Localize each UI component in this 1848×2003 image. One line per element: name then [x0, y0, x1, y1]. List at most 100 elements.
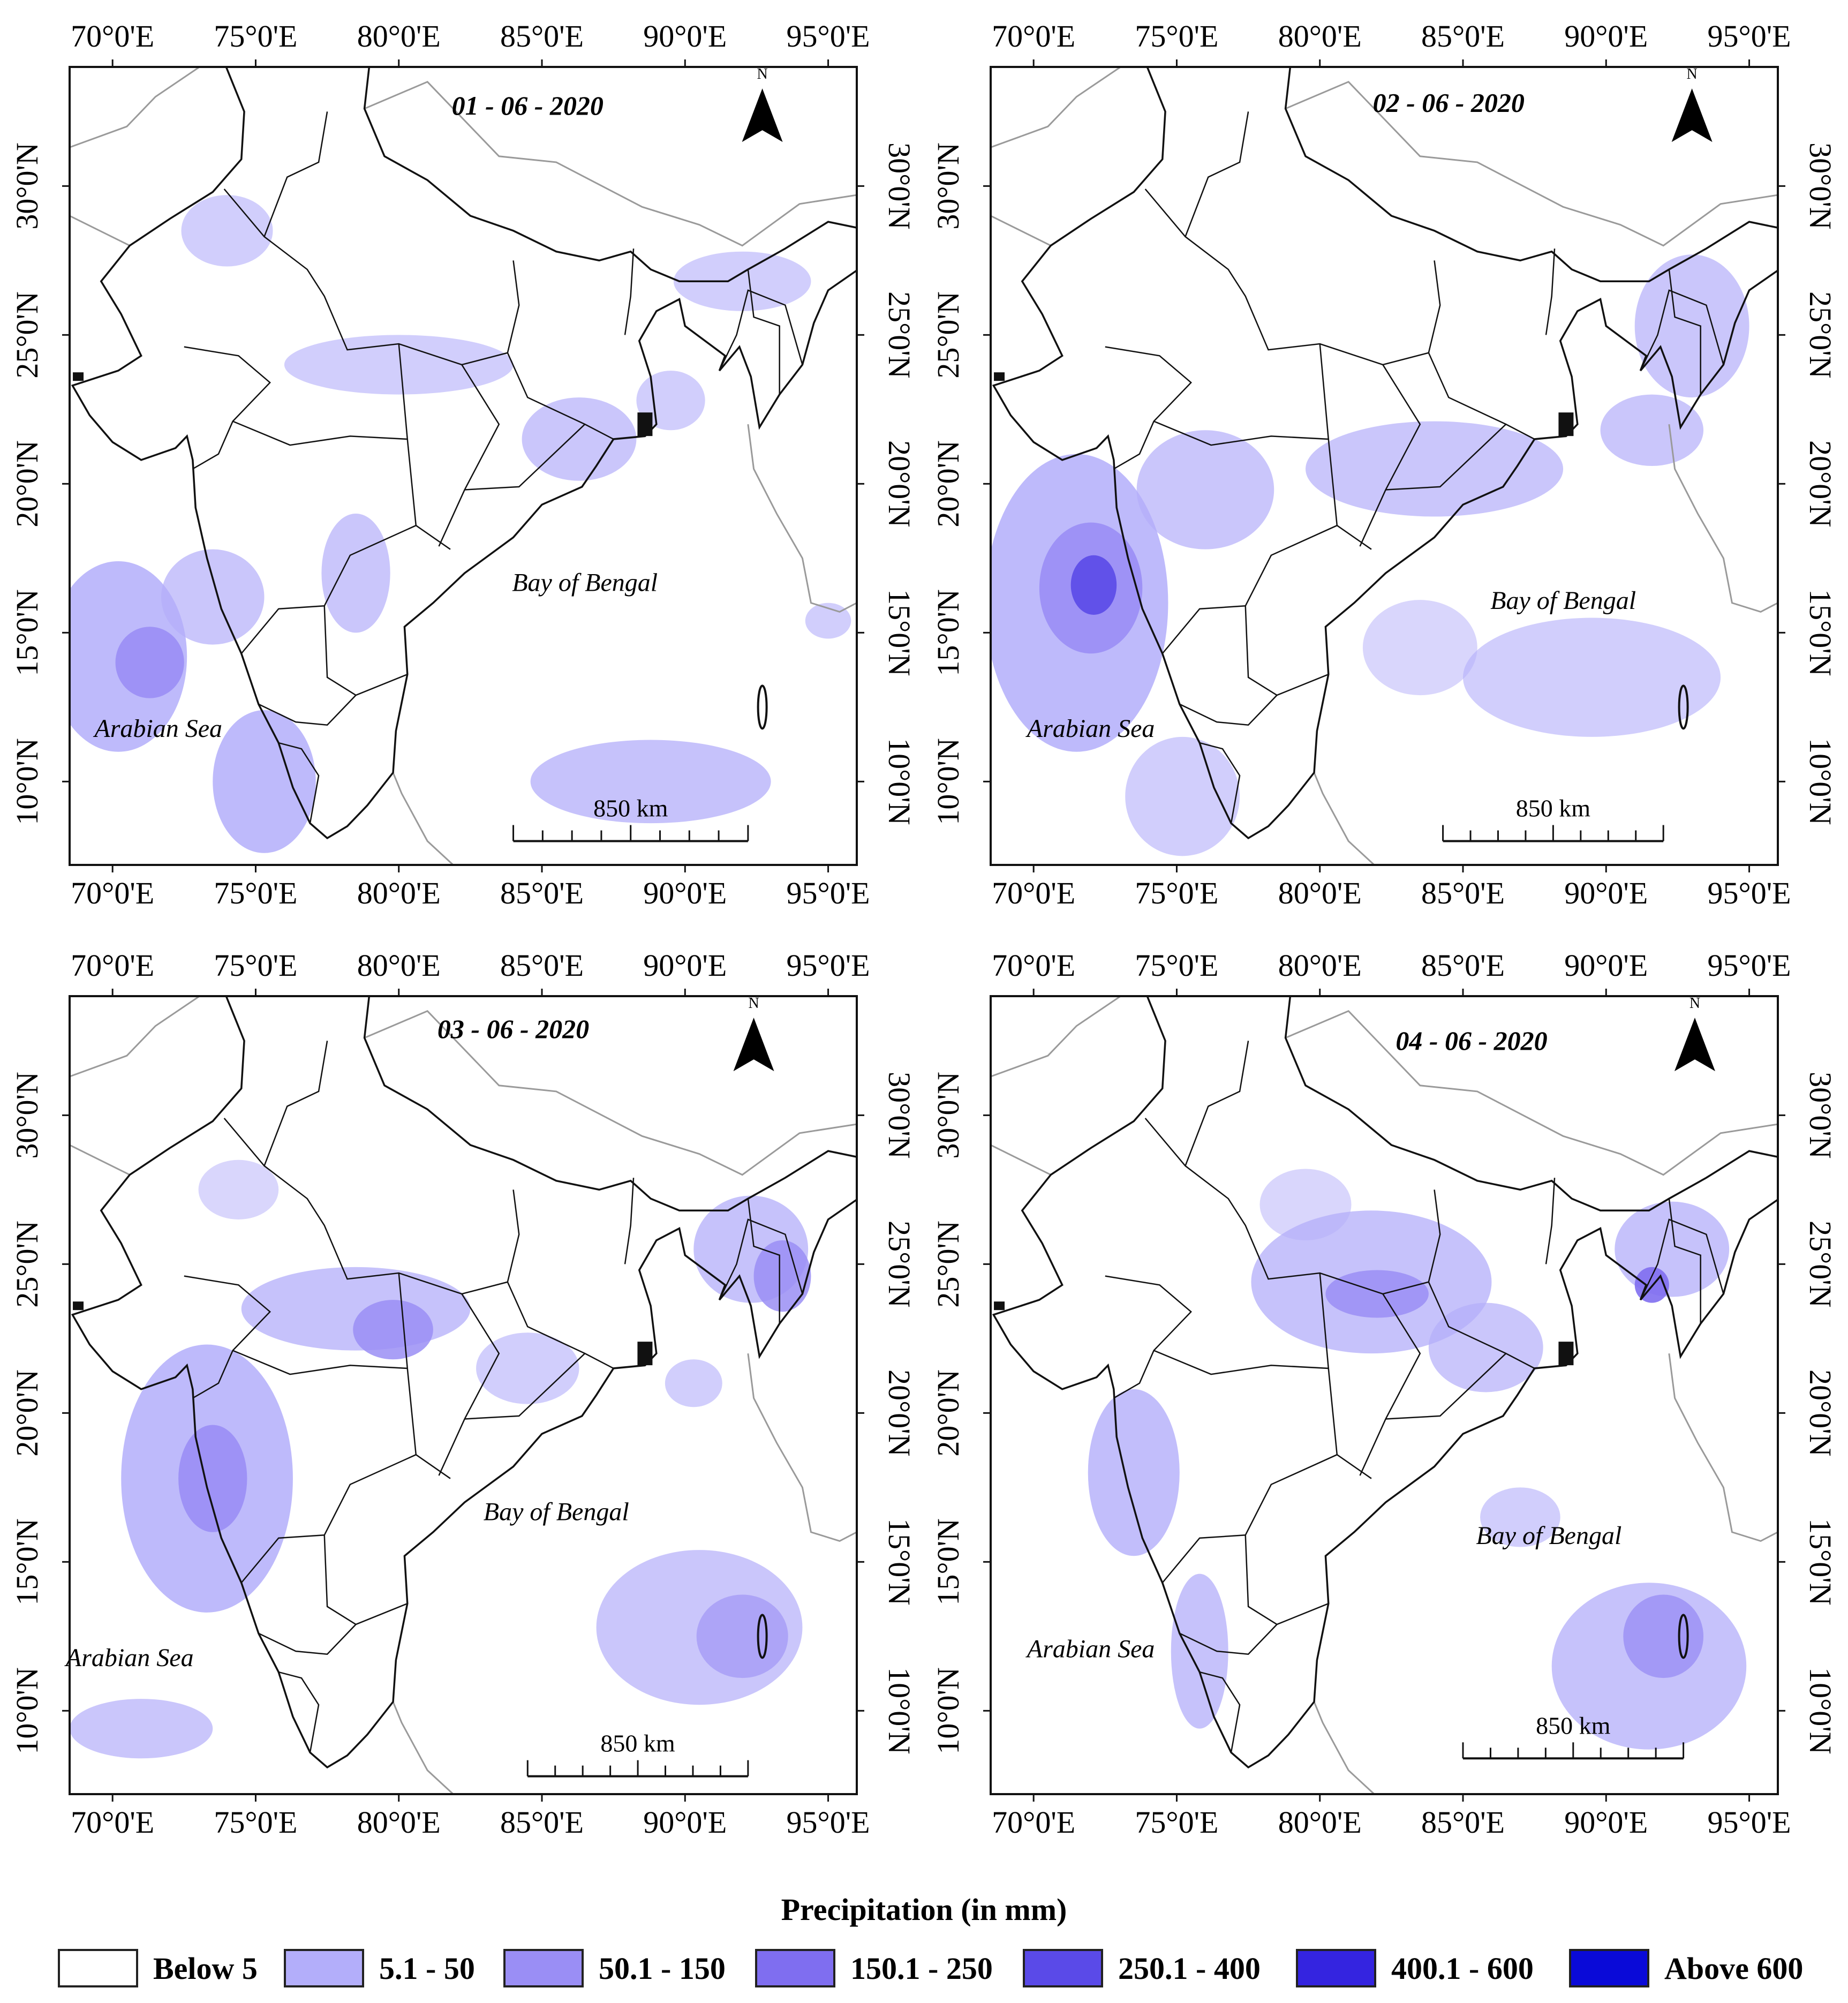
state-boundary	[438, 364, 500, 547]
state-boundary	[1319, 1272, 1330, 1369]
map-background	[70, 67, 857, 865]
state-boundary	[507, 352, 614, 440]
state-boundary	[232, 420, 451, 550]
legend-item-250-400: 250.1 - 400	[1023, 1944, 1261, 1992]
lat-label-right: 10°0'N	[1803, 1667, 1838, 1754]
neighbour-boundary	[1285, 1010, 1778, 1176]
panel-date: 03 - 06 - 2020	[438, 1014, 589, 1044]
lat-label-left: 25°0'N	[10, 1221, 44, 1308]
map-panel-4: 70°0'E 70°0'E 75°0'E 75°0'E 80°0'E 80°0'E 85°0…	[931, 948, 1838, 1840]
state-boundary	[1105, 346, 1193, 470]
state-boundary	[1179, 1603, 1329, 1655]
lat-label-left: 30°0'N	[10, 142, 44, 230]
precipitation-area	[1325, 1270, 1429, 1318]
lon-label-bottom: 95°0'E	[1708, 1805, 1791, 1840]
legend-swatch	[1023, 1949, 1103, 1987]
lon-label-top: 85°0'E	[500, 19, 584, 54]
state-boundary	[624, 249, 635, 335]
neighbour-boundary	[70, 67, 201, 148]
map-frame	[990, 66, 1779, 866]
lat-label-right: 20°0'N	[882, 1369, 917, 1457]
precipitation-area	[161, 549, 265, 645]
lat-label-right: 25°0'N	[1803, 1221, 1838, 1308]
kutch-patch	[73, 372, 84, 381]
state-boundary	[1185, 1041, 1249, 1166]
precipitation-area	[1070, 555, 1117, 615]
lat-label-left: 10°0'N	[931, 738, 966, 825]
lon-label-top: 85°0'E	[1421, 948, 1505, 983]
neighbour-boundary	[1285, 81, 1778, 247]
precipitation-area	[1480, 1487, 1560, 1547]
north-label: N	[1689, 995, 1700, 1012]
state-boundary	[278, 1671, 320, 1753]
precipitation-area	[1088, 1389, 1180, 1556]
lat-label-left: 15°0'N	[931, 1518, 966, 1606]
precipitation-area	[1428, 1302, 1543, 1392]
state-boundary	[1385, 424, 1507, 491]
lon-label-top: 70°0'E	[71, 19, 154, 54]
lat-label-left: 25°0'N	[10, 291, 44, 379]
sundarbans-patch	[1558, 412, 1574, 436]
state-boundary	[719, 1218, 803, 1300]
lon-label-bottom: 70°0'E	[71, 876, 154, 910]
lon-label-top: 85°0'E	[1421, 19, 1505, 54]
state-boundary	[1244, 1535, 1278, 1625]
lon-label-bottom: 75°0'E	[214, 1805, 297, 1840]
india-outline	[71, 67, 857, 840]
state-boundary	[747, 1198, 780, 1324]
legend-swatch	[284, 1949, 364, 1987]
lon-label-bottom: 70°0'E	[71, 1805, 154, 1840]
precipitation-area	[198, 1159, 279, 1219]
precipitation-area	[665, 1359, 722, 1407]
state-boundary	[232, 1350, 451, 1479]
state-boundary	[1244, 606, 1278, 696]
legend-label: 400.1 - 600	[1391, 1951, 1534, 1986]
precipitation-area	[1136, 430, 1274, 549]
neighbour-boundary	[70, 996, 201, 1078]
state-boundary	[323, 606, 357, 696]
state-boundary	[719, 289, 803, 371]
state-boundary	[1144, 189, 1429, 366]
precipitation-area	[696, 1594, 788, 1678]
state-boundary	[1428, 352, 1535, 440]
state-boundary	[1640, 289, 1724, 371]
lat-label-right: 20°0'N	[1803, 440, 1838, 528]
lon-label-top: 80°0'E	[1278, 19, 1362, 54]
lon-label-top: 70°0'E	[71, 948, 154, 983]
lon-label-top: 90°0'E	[1564, 948, 1648, 983]
legend-item-5-50: 5.1 - 50	[284, 1944, 475, 1992]
lon-label-top: 85°0'E	[500, 948, 584, 983]
lat-label-right: 15°0'N	[882, 589, 917, 676]
legend-swatch	[1296, 1949, 1376, 1987]
state-boundary	[507, 1189, 520, 1283]
precipitation-area	[321, 513, 390, 633]
lon-label-bottom: 85°0'E	[500, 876, 584, 910]
precipitation-area	[522, 397, 637, 481]
legend-swatch	[755, 1949, 835, 1987]
kutch-patch	[994, 372, 1005, 381]
india-outline	[992, 67, 1778, 840]
lon-label-bottom: 85°0'E	[1421, 876, 1505, 910]
lon-label-bottom: 80°0'E	[1278, 876, 1362, 910]
bay-of-bengal-label: Bay of Bengal	[1476, 1522, 1621, 1550]
bay-of-bengal-label: Bay of Bengal	[1490, 586, 1636, 615]
lon-label-bottom: 95°0'E	[787, 1805, 870, 1840]
legend-label: 150.1 - 250	[850, 1951, 993, 1986]
lon-label-top: 90°0'E	[643, 948, 727, 983]
lat-label-right: 30°0'N	[1803, 1072, 1838, 1159]
lat-label-left: 15°0'N	[931, 589, 966, 676]
panel-date: 02 - 06 - 2020	[1373, 87, 1525, 117]
legend-swatch	[58, 1949, 138, 1987]
lon-label-top: 95°0'E	[787, 948, 870, 983]
state-boundary	[184, 1275, 271, 1399]
legend-label: Below 5	[153, 1951, 258, 1986]
map-frame	[69, 995, 858, 1795]
legend-item-below-5: Below 5	[58, 1944, 258, 1992]
precipitation-area	[476, 1332, 579, 1404]
precipitation-area	[353, 1300, 433, 1360]
lon-label-bottom: 75°0'E	[214, 876, 297, 910]
legend-item-150-250: 150.1 - 250	[755, 1944, 993, 1992]
lat-label-right: 30°0'N	[882, 1072, 917, 1159]
map-panel-2: 70°0'E 70°0'E 75°0'E 75°0'E 80°0'E 80°0'E 85°0…	[931, 19, 1838, 910]
precipitation-area	[1634, 254, 1749, 398]
